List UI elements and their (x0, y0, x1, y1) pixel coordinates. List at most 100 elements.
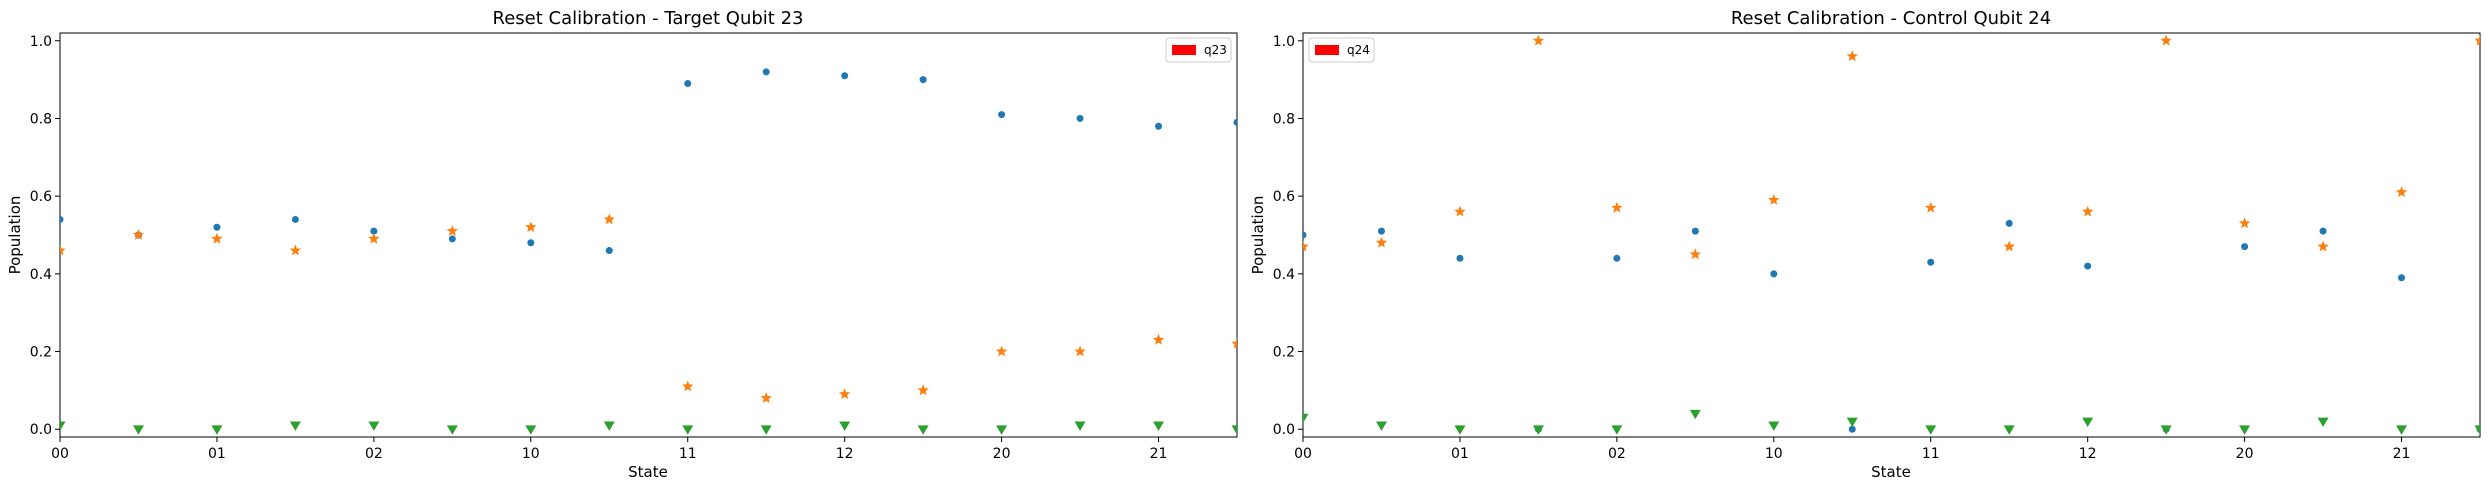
data-point-dot (448, 235, 456, 243)
y-tick-label: 0.0 (1273, 422, 1295, 438)
data-point-triangle-down (1375, 421, 1387, 431)
data-point-triangle-down (917, 425, 929, 435)
x-tick-label: 12 (836, 446, 854, 462)
x-axis: 00 01 02 10 11 12 20 21 (1294, 437, 2410, 462)
data-point-star (1303, 240, 1309, 252)
data-point-star (1611, 201, 1623, 213)
y-tick-label: 0.2 (30, 345, 52, 361)
data-point-dot (527, 239, 535, 247)
data-point-dot (1456, 254, 1464, 262)
data-point-triangle-down (1074, 421, 1086, 431)
data-point-star (2395, 186, 2408, 198)
plot-area (1302, 32, 2481, 438)
data-point-triangle-down (1231, 425, 1237, 435)
data-point-triangle-down (996, 425, 1008, 435)
y-tick-label: 0.6 (1273, 189, 1295, 205)
data-point-triangle-down (760, 425, 772, 435)
data-point-triangle-down (2317, 417, 2329, 427)
data-point-star (1925, 201, 1937, 213)
data-point-triangle-down (525, 425, 537, 435)
data-point-triangle-down (368, 421, 380, 431)
chart-title: Reset Calibration - Control Qubit 24 (1731, 8, 2051, 29)
x-axis-label: State (628, 463, 668, 481)
data-point-triangle-down (682, 425, 694, 435)
data-point-dot (919, 76, 927, 84)
data-point-dot (2005, 219, 2013, 227)
y-axis-label: Population (6, 196, 24, 275)
data-point-star (995, 345, 1008, 357)
data-point-dot (1927, 258, 1935, 266)
data-point-triangle-down (1303, 413, 1309, 424)
data-points (1303, 34, 2480, 435)
data-point-dot (1377, 227, 1385, 235)
chart-panel-target-qubit-23: Reset Calibration - Target Qubit 23 0.00… (6, 8, 1238, 481)
legend-swatch (1315, 45, 1339, 55)
data-point-triangle-down (1611, 425, 1623, 435)
data-point-star (2317, 240, 2329, 252)
chart-panel-control-qubit-24: Reset Calibration - Control Qubit 24 0.0… (1249, 8, 2481, 481)
x-tick-label: 12 (2079, 446, 2097, 462)
data-point-triangle-down (1689, 409, 1701, 420)
data-point-dot (605, 247, 613, 255)
data-point-dot (1848, 425, 1856, 433)
data-point-triangle-down (132, 425, 144, 435)
x-tick-label: 21 (2393, 446, 2411, 462)
data-point-star (2160, 34, 2172, 46)
data-point-dot (1691, 227, 1699, 235)
y-tick-label: 0.8 (30, 111, 52, 127)
y-tick-label: 0.6 (30, 189, 52, 205)
data-point-star (132, 229, 145, 240)
data-point-triangle-down (60, 421, 66, 431)
legend: q24 (1308, 37, 1375, 63)
data-point-triangle-down (1454, 425, 1466, 435)
data-point-triangle-down (446, 425, 458, 435)
x-tick-label: 20 (2236, 446, 2254, 462)
y-tick-label: 0.8 (1273, 111, 1295, 127)
data-point-dot (841, 72, 849, 80)
data-point-dot (2398, 274, 2406, 282)
data-point-dot (1303, 231, 1307, 239)
data-point-star (1532, 34, 1545, 46)
data-point-triangle-down (1768, 421, 1780, 431)
data-point-star (838, 388, 851, 400)
data-point-star (1454, 205, 1466, 217)
data-point-star (2081, 205, 2094, 217)
y-tick-label: 0.4 (1273, 267, 1295, 283)
data-point-dot (1233, 118, 1237, 126)
data-point-star (1231, 337, 1237, 349)
data-point-triangle-down (839, 421, 851, 431)
data-point-dot (213, 223, 221, 231)
legend-frame (1308, 37, 1375, 63)
data-point-dot (1155, 122, 1163, 130)
data-point-star (2238, 217, 2251, 229)
y-tick-label: 1.0 (1273, 34, 1295, 50)
legend-frame (1165, 37, 1232, 63)
x-tick-label: 10 (1765, 446, 1783, 462)
data-point-star (525, 221, 537, 233)
y-axis: 0.0 0.2 0.4 0.6 0.8 1.0 (30, 34, 60, 438)
data-point-star (368, 232, 380, 244)
data-point-star (2003, 240, 2015, 252)
data-point-star (211, 232, 223, 244)
plot-area (59, 32, 1238, 438)
y-axis: 0.0 0.2 0.4 0.6 0.8 1.0 (1273, 34, 1303, 438)
data-point-triangle-down (2082, 417, 2094, 427)
data-point-star (1375, 236, 1388, 248)
x-tick-label: 02 (365, 446, 383, 462)
data-point-star (1152, 333, 1165, 345)
data-point-triangle-down (2160, 425, 2172, 435)
data-point-dot (2319, 227, 2327, 235)
data-point-triangle-down (2239, 425, 2251, 435)
legend-swatch (1172, 45, 1196, 55)
data-point-dot (762, 68, 770, 76)
data-point-triangle-down (603, 421, 615, 431)
legend-label: q24 (1347, 43, 1370, 57)
x-tick-label: 02 (1608, 446, 1626, 462)
data-point-triangle-down (2396, 425, 2408, 435)
data-point-triangle-down (1153, 421, 1165, 431)
data-point-triangle-down (289, 421, 301, 431)
data-point-dot (1076, 114, 1084, 122)
data-point-star (446, 225, 459, 236)
data-point-dot (1770, 270, 1778, 278)
